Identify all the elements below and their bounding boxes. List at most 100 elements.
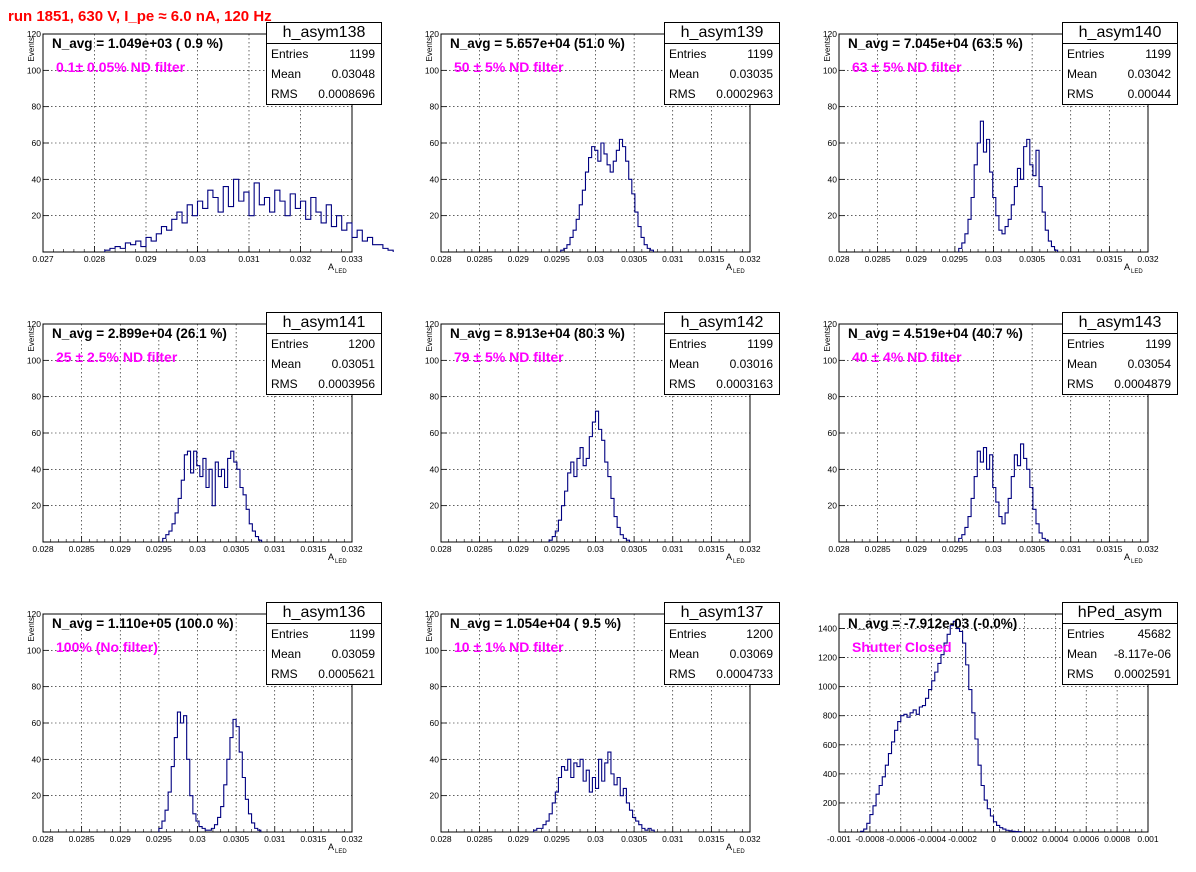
x-tick-label: 0.0315: [698, 834, 724, 844]
histogram-bin: [910, 713, 913, 832]
histogram-bin: [205, 830, 208, 832]
histogram-bin: [579, 205, 582, 252]
stats-entries-row: Entries 1199: [665, 334, 779, 354]
stats-box: h_asym139 Entries 1199 Mean 0.03035 RMS 0.0002…: [664, 22, 780, 105]
stats-box: h_asym137 Entries 1200 Mean 0.03069 RMS 0.0004…: [664, 602, 780, 685]
histogram-bin: [181, 723, 184, 832]
histogram-bin: [983, 152, 986, 252]
y-tick-label: 120: [425, 609, 439, 619]
histogram-bin: [120, 248, 125, 252]
histogram-bin: [632, 194, 635, 252]
histogram-bin: [565, 770, 568, 832]
stats-mean-value: 0.03048: [331, 67, 375, 81]
y-tick-label: 60: [430, 428, 440, 438]
histogram-bin: [971, 198, 974, 253]
y-tick-label: 60: [430, 138, 440, 148]
histogram-bin: [1024, 458, 1027, 542]
histogram-bin: [159, 828, 162, 832]
histogram-bin: [537, 828, 540, 832]
stats-entries-value: 1200: [746, 627, 773, 641]
x-tick-label: 0.032: [1137, 254, 1159, 264]
histogram-name: h_asym140: [1063, 23, 1177, 44]
histogram-bin: [174, 738, 177, 832]
histogram-line: [548, 410, 631, 542]
histogram-bin: [166, 535, 169, 542]
histogram-bin: [209, 469, 212, 542]
x-tick-label: 0.031: [264, 544, 286, 554]
histogram-bin: [980, 462, 983, 542]
histogram-bin: [1000, 828, 1003, 832]
run-title: run 1851, 630 V, I_pe ≈ 6.0 nA, 120 Hz: [8, 8, 272, 25]
histogram-bin: [586, 458, 589, 542]
stats-rms-row: RMS 0.0005621: [267, 664, 381, 684]
histogram-bin: [919, 707, 922, 832]
x-tick-label: 0.0295: [544, 254, 570, 264]
y-tick-label: 120: [823, 319, 837, 329]
histogram-bin: [218, 477, 221, 542]
histogram-bin: [977, 143, 980, 252]
histogram-bin: [252, 823, 255, 832]
x-tick-label: 0.029: [135, 254, 157, 264]
histogram-bin: [879, 785, 882, 832]
y-tick-label: 1400: [818, 624, 837, 634]
histogram-bin: [617, 778, 620, 833]
stats-rms-row: RMS 0.0003956: [267, 374, 381, 394]
histogram-svg: 0.028 0.0285 0.029 0.0295 0.03 0.0305 0.031 0.0…: [823, 29, 1159, 275]
histogram-bin: [1042, 538, 1045, 542]
histogram-bin: [1012, 831, 1015, 832]
histogram-bin: [285, 216, 290, 252]
x-tick-label: 0.03: [587, 834, 604, 844]
histogram-bin: [867, 823, 870, 832]
x-axis-title: A: [726, 262, 732, 272]
stats-mean-value: 0.03035: [729, 67, 773, 81]
histogram-bin: [171, 767, 174, 832]
x-tick-label: 0.032: [739, 834, 761, 844]
histogram-bin: [614, 785, 617, 832]
x-axis-title: A: [726, 842, 732, 852]
histogram-bin: [571, 778, 574, 833]
histogram-bin: [623, 788, 626, 832]
histogram-bin: [916, 714, 919, 832]
x-tick-label: 0.03: [985, 544, 1002, 554]
histogram-bin: [543, 825, 546, 832]
histogram-bin: [230, 738, 233, 832]
stats-entries-label: Entries: [669, 627, 707, 641]
x-tick-label: 0.032: [739, 544, 761, 554]
x-tick-label: 0.0285: [865, 544, 891, 554]
histogram-bin: [549, 540, 552, 542]
x-tick-label: 0.029: [906, 544, 928, 554]
histogram-bin: [259, 205, 264, 252]
histogram-bin: [999, 517, 1002, 542]
y-tick-label: 80: [32, 682, 42, 692]
histogram-bin: [1008, 498, 1011, 542]
stats-entries-row: Entries 1199: [1063, 334, 1177, 354]
y-axis-title: Events: [27, 617, 36, 641]
histogram-bin: [367, 237, 372, 252]
histogram-bin: [198, 201, 203, 252]
histogram-bin: [190, 796, 193, 832]
histogram-bin: [1055, 250, 1058, 252]
x-tick-label: 0.03: [587, 544, 604, 554]
stats-mean-value: 0.03054: [1127, 357, 1171, 371]
histogram-bin: [151, 241, 156, 252]
histogram-bin: [321, 223, 326, 252]
x-tick-label: -0.0008: [855, 834, 884, 844]
filter-annotation: 40 ± 4% ND filter: [852, 349, 962, 365]
stats-entries-value: 1199: [747, 337, 773, 351]
histogram-bin: [187, 451, 190, 542]
stats-entries-label: Entries: [669, 47, 707, 61]
histogram-bin: [608, 752, 611, 832]
histogram-bin: [218, 817, 221, 832]
stats-rms-value: 0.0002963: [716, 87, 773, 101]
histogram-panel: 0.028 0.0285 0.029 0.0295 0.03 0.0305 0.031 0.0…: [398, 580, 796, 870]
histogram-bin: [1014, 455, 1017, 542]
y-tick-label: 1000: [818, 682, 837, 692]
histogram-bin: [1027, 469, 1030, 542]
histogram-bin: [357, 230, 362, 252]
histogram-bin: [131, 245, 136, 252]
stats-rms-row: RMS 0.0003163: [665, 374, 779, 394]
histogram-bin: [1045, 540, 1048, 542]
histogram-bin: [977, 451, 980, 542]
histogram-bin: [165, 810, 168, 832]
x-tick-label: 0.0305: [621, 254, 647, 264]
